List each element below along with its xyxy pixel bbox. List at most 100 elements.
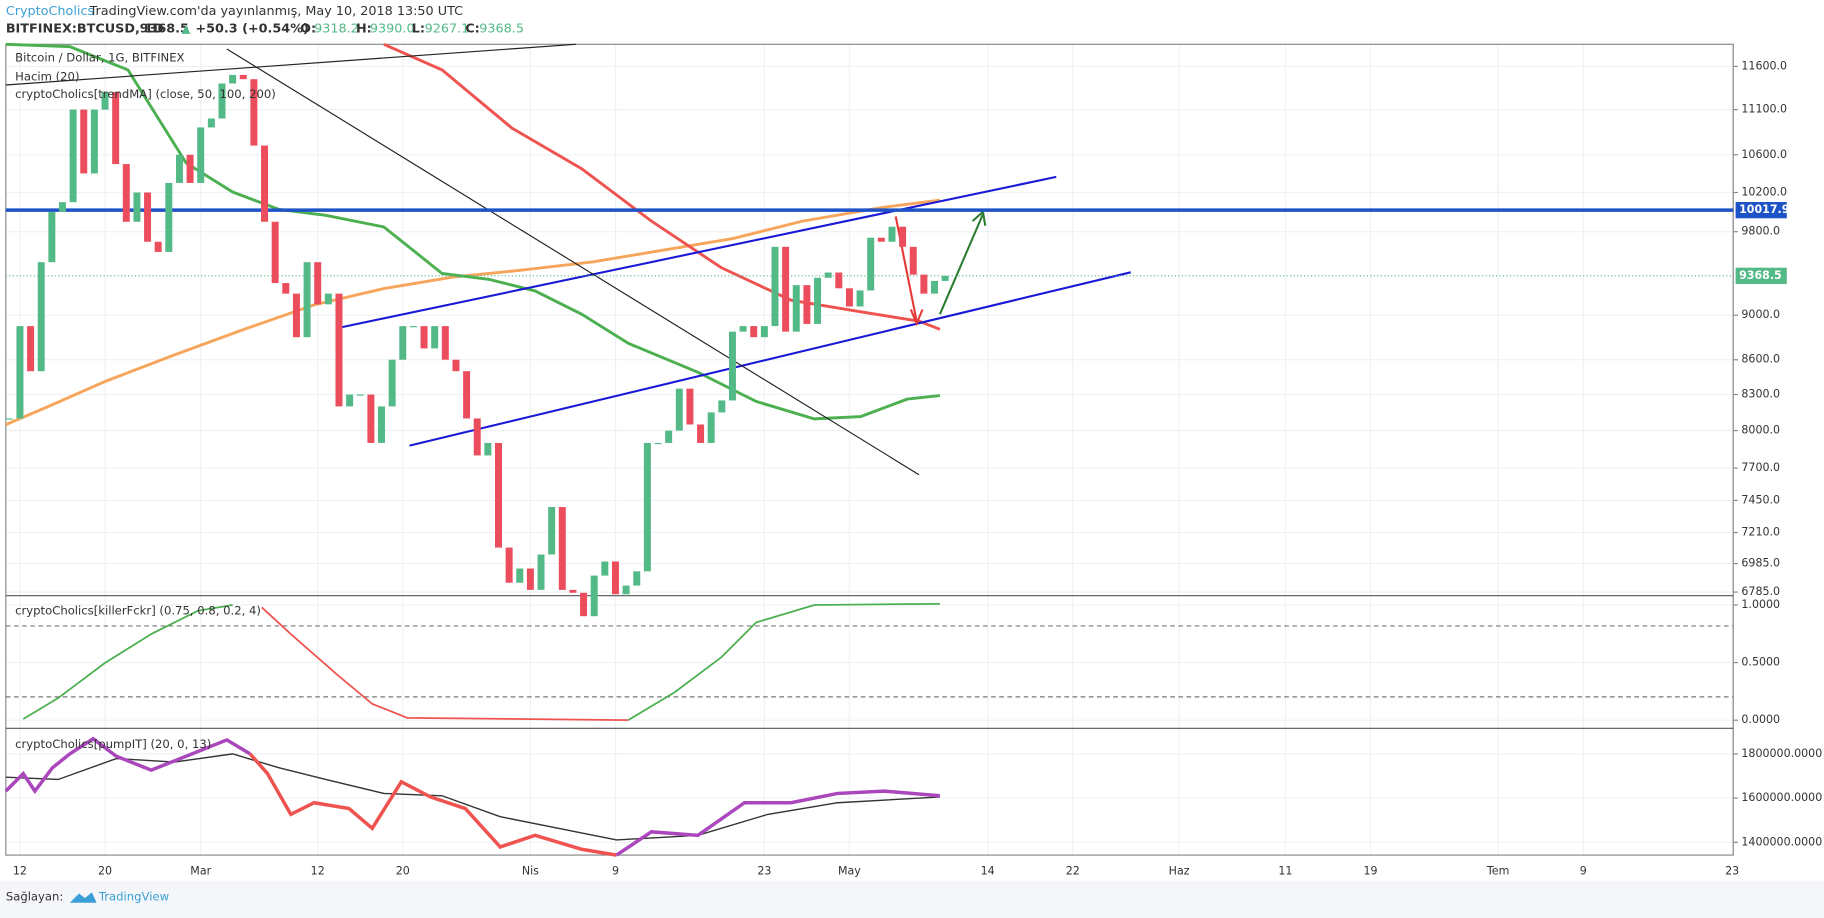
price-tag: [1735, 202, 1787, 219]
x-tick-label: 22: [1066, 864, 1080, 877]
candle: [707, 412, 715, 443]
candle: [867, 237, 875, 291]
candle: [941, 275, 949, 281]
killer-line: [261, 606, 629, 722]
candle: [675, 388, 683, 431]
candle: [484, 442, 492, 456]
footer-bar: [0, 880, 1824, 918]
candle: [463, 371, 471, 419]
arrow-up: [938, 213, 984, 315]
x-tick-label: Nis: [522, 864, 539, 877]
footer-by: Sağlayan:: [6, 889, 64, 903]
candle: [420, 326, 428, 349]
candle: [335, 293, 343, 407]
y-tick-label: 9000.0: [1741, 308, 1780, 321]
legend-killer: cryptoCholics[killerFckr] (0.75, 0.8, 0.…: [15, 603, 261, 617]
ma-100: [5, 42, 941, 421]
candle: [760, 326, 768, 338]
l: 9267.1: [425, 22, 470, 37]
candle: [399, 326, 407, 360]
candle: [409, 326, 417, 328]
y-tick-label: 1800000.0000: [1741, 747, 1822, 760]
candle: [643, 442, 651, 572]
candle: [569, 589, 577, 593]
candle: [505, 547, 513, 583]
l-label: L:: [412, 22, 425, 37]
candle: [441, 326, 449, 360]
x-tick-label: 9: [1580, 864, 1587, 877]
candle: [207, 118, 215, 128]
candle: [835, 272, 843, 289]
candle: [495, 442, 502, 548]
candle: [48, 211, 56, 263]
y-tick-label: 7210.0: [1741, 526, 1780, 539]
candle: [16, 326, 24, 419]
candle: [633, 571, 641, 586]
candle: [792, 285, 800, 332]
candle: [37, 262, 45, 372]
candle: [654, 442, 662, 445]
o: 9318.2: [314, 22, 359, 37]
candle: [611, 561, 619, 595]
candle: [367, 394, 375, 443]
candle: [292, 293, 300, 338]
candle: [112, 92, 120, 165]
pump-line: [4, 736, 251, 795]
pump-line: [248, 752, 617, 857]
channel-top: [337, 175, 1057, 330]
y-tick-label: 11100.0: [1741, 103, 1787, 116]
published: TradingView.com'da yayınlanmış, May 10, …: [89, 4, 464, 19]
x-tick-label: 20: [396, 864, 410, 877]
candle: [346, 394, 354, 407]
x-tick-label: 12: [13, 864, 27, 877]
candle: [229, 74, 237, 84]
y-tick-label: 1.0000: [1741, 598, 1780, 611]
x-tick-label: May: [838, 864, 861, 877]
candle: [27, 326, 35, 372]
trend-line: [226, 48, 920, 476]
candle: [80, 109, 88, 174]
candle: [537, 554, 545, 590]
legend-trend: cryptoCholics[trendMA] (close, 50, 100, …: [15, 87, 276, 101]
last: 9368.5: [140, 22, 189, 37]
candle: [303, 262, 311, 338]
x-tick-label: 12: [311, 864, 325, 877]
candle: [431, 326, 439, 349]
candle: [803, 285, 811, 324]
x-tick-label: 23: [757, 864, 771, 877]
y-tick-label: 8300.0: [1741, 388, 1780, 401]
candle: [622, 585, 630, 595]
h: 9390.0: [370, 22, 415, 37]
y-tick-label: 10600.0: [1741, 148, 1787, 161]
candle: [697, 424, 705, 443]
y-tick-label: 7700.0: [1741, 461, 1780, 474]
footer-brand[interactable]: TradingView: [98, 889, 170, 903]
candle: [388, 359, 396, 407]
tv-logo: [69, 892, 97, 903]
candle: [548, 507, 556, 555]
candle: [186, 154, 194, 183]
candle: [5, 418, 13, 420]
candle: [218, 83, 226, 119]
candle: [899, 226, 907, 247]
candle: [558, 507, 566, 590]
x-tick-label: 9: [612, 864, 619, 877]
ma-50: [383, 42, 941, 331]
candle: [718, 400, 726, 413]
arrow-head: [909, 309, 924, 327]
candle: [686, 388, 694, 425]
candle: [69, 109, 77, 203]
price-tag-label: 9368.5: [1739, 269, 1782, 282]
candle: [824, 272, 832, 278]
y-tick-label: 6985.0: [1741, 557, 1780, 570]
candle: [782, 246, 790, 332]
legend-main: Bitcoin / Dollar, 1G, BITFINEX: [15, 51, 184, 65]
candle: [239, 74, 247, 80]
candle: [750, 326, 758, 338]
candle: [90, 109, 98, 174]
candle: [452, 359, 460, 372]
candle: [845, 288, 853, 307]
candle: [877, 237, 885, 242]
brand[interactable]: CryptoCholics: [6, 4, 95, 19]
candle: [931, 280, 939, 294]
